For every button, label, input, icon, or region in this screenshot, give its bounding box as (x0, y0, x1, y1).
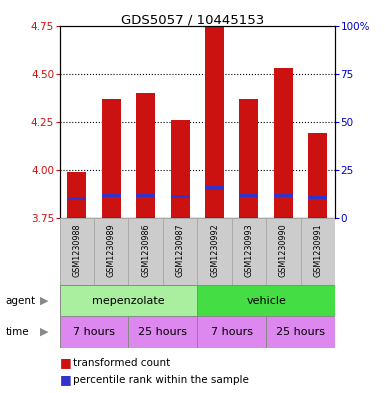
Bar (308, 196, 327, 199)
Text: GSM1230992: GSM1230992 (210, 224, 219, 277)
Bar (171, 195, 189, 198)
Text: GSM1230986: GSM1230986 (141, 224, 150, 277)
Text: GSM1230990: GSM1230990 (279, 224, 288, 277)
Text: 7 hours: 7 hours (73, 327, 115, 337)
Bar (232, 218, 266, 285)
Bar (94, 218, 129, 285)
Bar (197, 218, 232, 285)
Bar (274, 194, 293, 197)
Bar (266, 316, 335, 348)
Bar (60, 218, 94, 285)
Bar (239, 99, 258, 218)
Bar (163, 218, 197, 285)
Text: GSM1230989: GSM1230989 (107, 224, 116, 277)
Bar (308, 133, 327, 218)
Text: percentile rank within the sample: percentile rank within the sample (73, 375, 249, 385)
Bar (60, 316, 129, 348)
Bar (67, 197, 86, 200)
Bar (60, 285, 197, 316)
Bar (67, 172, 86, 218)
Text: 25 hours: 25 hours (138, 327, 187, 337)
Bar (205, 26, 224, 218)
Text: ■: ■ (60, 373, 72, 387)
Text: GSM1230991: GSM1230991 (313, 224, 322, 277)
Bar (136, 194, 155, 197)
Bar (197, 285, 335, 316)
Bar (102, 99, 121, 218)
Bar (102, 194, 121, 197)
Bar (205, 186, 224, 190)
Bar (171, 120, 189, 218)
Bar (136, 93, 155, 218)
Bar (239, 194, 258, 197)
Text: transformed count: transformed count (73, 358, 171, 368)
Bar (129, 316, 197, 348)
Bar (197, 316, 266, 348)
Text: GSM1230988: GSM1230988 (72, 224, 81, 277)
Bar (301, 218, 335, 285)
Text: ▶: ▶ (40, 327, 49, 337)
Text: ■: ■ (60, 356, 72, 369)
Text: ▶: ▶ (40, 296, 49, 306)
Text: mepenzolate: mepenzolate (92, 296, 165, 306)
Bar (266, 218, 301, 285)
Text: agent: agent (6, 296, 36, 306)
Text: vehicle: vehicle (246, 296, 286, 306)
Bar (129, 218, 163, 285)
Text: time: time (6, 327, 29, 337)
Text: 25 hours: 25 hours (276, 327, 325, 337)
Text: 7 hours: 7 hours (211, 327, 253, 337)
Text: GSM1230987: GSM1230987 (176, 224, 185, 277)
Text: GDS5057 / 10445153: GDS5057 / 10445153 (121, 14, 264, 27)
Text: GSM1230993: GSM1230993 (244, 224, 253, 277)
Bar (274, 68, 293, 218)
